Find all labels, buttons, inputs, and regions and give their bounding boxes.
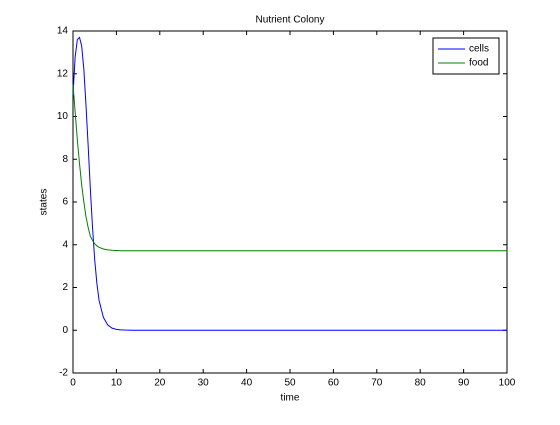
legend-box (432, 37, 500, 75)
series-line (72, 84, 507, 252)
y-axis-label: states (39, 189, 50, 216)
x-tick-label: 60 (328, 378, 340, 389)
legend-label: cells (469, 44, 489, 55)
x-tick-label: 50 (284, 378, 296, 389)
y-tick-label: 14 (57, 26, 69, 37)
x-tick-label: 0 (70, 378, 76, 389)
legend-label: food (469, 58, 488, 69)
y-tick-label: 2 (62, 282, 68, 293)
y-tick-label: 6 (62, 197, 68, 208)
y-tick-label: 12 (57, 68, 69, 79)
x-tick-label: 10 (111, 378, 123, 389)
x-tick-label: 100 (499, 378, 516, 389)
y-tick-label: 4 (62, 239, 68, 250)
y-tick-label: 0 (62, 325, 68, 336)
y-tick-label: 8 (62, 154, 68, 165)
plot-area (72, 30, 508, 374)
x-tick-label: 20 (154, 378, 166, 389)
x-tick-label: 80 (415, 378, 427, 389)
y-tick-label: -2 (59, 368, 68, 379)
series-line (72, 36, 507, 331)
x-tick-label: 40 (241, 378, 253, 389)
x-tick-label: 30 (198, 378, 210, 389)
y-tick-label: 10 (57, 111, 69, 122)
x-tick-label: 90 (458, 378, 470, 389)
x-axis-label: time (281, 393, 300, 404)
x-tick-label: 70 (371, 378, 383, 389)
chart-title: Nutrient Colony (256, 15, 325, 26)
